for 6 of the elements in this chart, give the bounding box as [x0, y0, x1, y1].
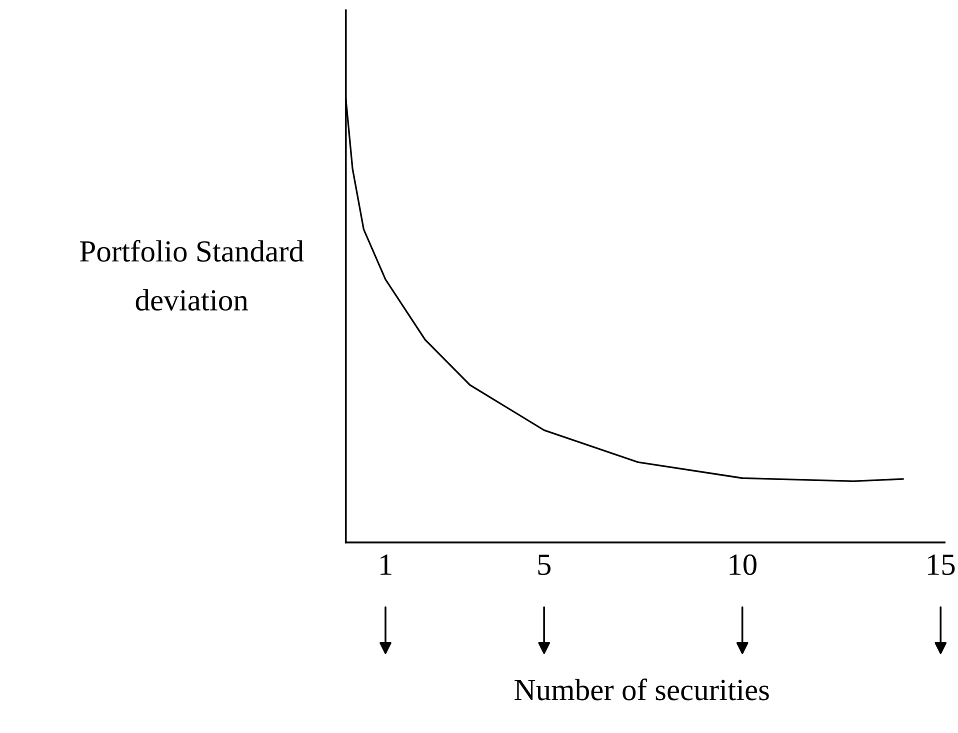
x-tick-label: 15	[928, 554, 955, 576]
x-axis-title: Number of securities	[514, 678, 769, 700]
x-tick-label: 10	[730, 554, 756, 576]
y-axis-title: Portfolio Standard deviation	[80, 240, 304, 311]
x-tick-label: 5	[538, 554, 551, 576]
x-tick-label: 1	[380, 554, 392, 575]
